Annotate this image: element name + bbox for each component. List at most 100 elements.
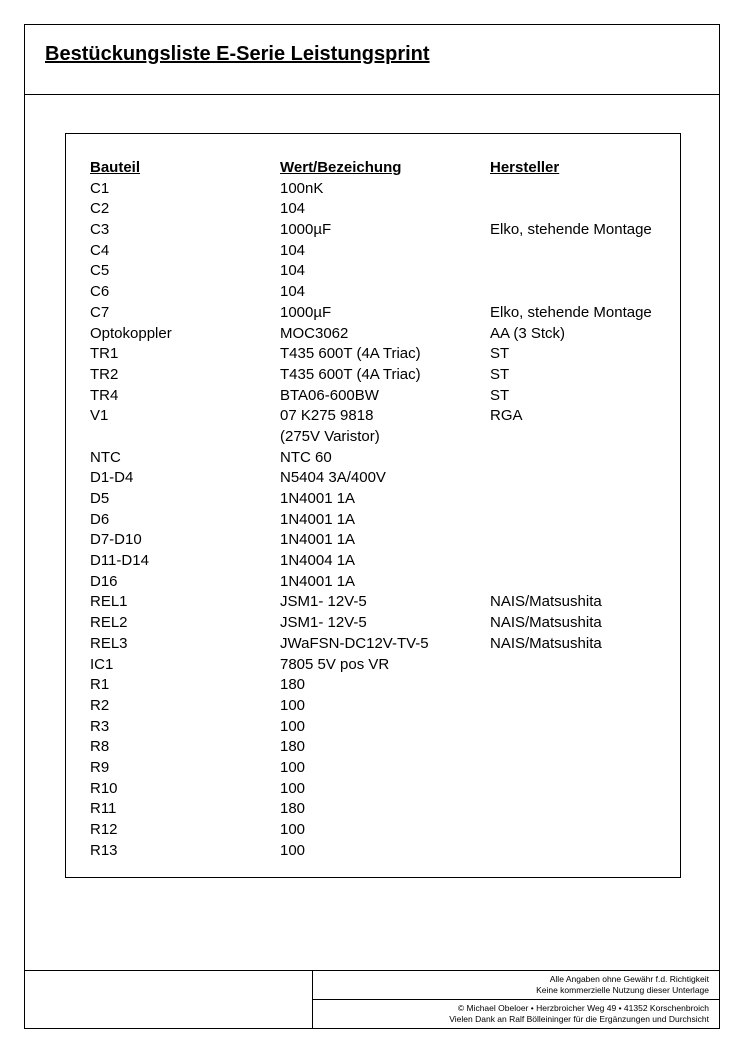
cell-mfr: Elko, stehende Montage xyxy=(490,220,656,241)
table-row: C71000µFElko, stehende Montage xyxy=(90,303,656,324)
cell-value: 1000µF xyxy=(280,220,490,241)
cell-value: N5404 3A/400V xyxy=(280,468,490,489)
cell-mfr: ST xyxy=(490,344,656,365)
cell-part: NTC xyxy=(90,448,280,469)
table-row: D1-D4N5404 3A/400V xyxy=(90,468,656,489)
cell-value: 180 xyxy=(280,799,490,820)
cell-value: JSM1- 12V-5 xyxy=(280,592,490,613)
cell-mfr xyxy=(490,530,656,551)
cell-value: 104 xyxy=(280,241,490,262)
cell-mfr: NAIS/Matsushita xyxy=(490,634,656,655)
cell-mfr xyxy=(490,510,656,531)
cell-part: C1 xyxy=(90,179,280,200)
footer-line: © Michael Obeloer • Herzbroicher Weg 49 … xyxy=(313,1003,709,1014)
cell-part: D5 xyxy=(90,489,280,510)
cell-value: (275V Varistor) xyxy=(280,427,490,448)
footer-line: Keine kommerzielle Nutzung dieser Unterl… xyxy=(313,985,709,996)
cell-mfr xyxy=(490,655,656,676)
cell-mfr xyxy=(490,799,656,820)
table-row: R9100 xyxy=(90,758,656,779)
table-row: C1100nK xyxy=(90,179,656,200)
col-header-value: Wert/Bezeichung xyxy=(280,158,490,179)
cell-part: C4 xyxy=(90,241,280,262)
table-row: D11-D141N4004 1A xyxy=(90,551,656,572)
table-header-row: Bauteil Wert/Bezeichung Hersteller xyxy=(90,158,656,179)
parts-table: Bauteil Wert/Bezeichung Hersteller C1100… xyxy=(90,158,656,861)
inner-frame: Bauteil Wert/Bezeichung Hersteller C1100… xyxy=(65,133,681,878)
table-row: (275V Varistor) xyxy=(90,427,656,448)
cell-part: TR2 xyxy=(90,365,280,386)
table-row: R8180 xyxy=(90,737,656,758)
table-row: D61N4001 1A xyxy=(90,510,656,531)
cell-value: BTA06-600BW xyxy=(280,386,490,407)
cell-mfr xyxy=(490,427,656,448)
cell-value: 1N4004 1A xyxy=(280,551,490,572)
table-row: C4104 xyxy=(90,241,656,262)
cell-part: R9 xyxy=(90,758,280,779)
cell-value: 1N4001 1A xyxy=(280,489,490,510)
footer-line: Vielen Dank an Ralf Bölleininger für die… xyxy=(313,1014,709,1025)
cell-part: D16 xyxy=(90,572,280,593)
cell-mfr: RGA xyxy=(490,406,656,427)
table-row: REL3JWaFSN-DC12V-TV-5NAIS/Matsushita xyxy=(90,634,656,655)
footer-credits: © Michael Obeloer • Herzbroicher Weg 49 … xyxy=(313,1000,719,1029)
cell-part: Optokoppler xyxy=(90,324,280,345)
cell-mfr: NAIS/Matsushita xyxy=(490,613,656,634)
cell-mfr: NAIS/Matsushita xyxy=(490,592,656,613)
footer-right-cell: Alle Angaben ohne Gewähr f.d. Richtigkei… xyxy=(313,971,719,1028)
cell-mfr xyxy=(490,820,656,841)
cell-mfr xyxy=(490,489,656,510)
table-row: V107 K275 9818RGA xyxy=(90,406,656,427)
cell-mfr xyxy=(490,841,656,862)
cell-mfr: ST xyxy=(490,386,656,407)
table-row: REL1JSM1- 12V-5NAIS/Matsushita xyxy=(90,592,656,613)
table-row: IC17805 5V pos VR xyxy=(90,655,656,676)
col-header-part: Bauteil xyxy=(90,158,280,179)
cell-part: TR1 xyxy=(90,344,280,365)
title-band: Bestückungsliste E-Serie Leistungsprint xyxy=(25,25,719,95)
cell-value: 100 xyxy=(280,717,490,738)
table-row: C6104 xyxy=(90,282,656,303)
table-row: OptokopplerMOC3062AA (3 Stck) xyxy=(90,324,656,345)
cell-mfr xyxy=(490,448,656,469)
cell-value: 104 xyxy=(280,261,490,282)
table-row: D51N4001 1A xyxy=(90,489,656,510)
table-row: D7-D101N4001 1A xyxy=(90,530,656,551)
cell-mfr xyxy=(490,261,656,282)
cell-value: 180 xyxy=(280,675,490,696)
cell-value: JWaFSN-DC12V-TV-5 xyxy=(280,634,490,655)
cell-mfr xyxy=(490,468,656,489)
table-row: R13100 xyxy=(90,841,656,862)
cell-part: IC1 xyxy=(90,655,280,676)
cell-value: T435 600T (4A Triac) xyxy=(280,365,490,386)
cell-part: R11 xyxy=(90,799,280,820)
cell-mfr: ST xyxy=(490,365,656,386)
cell-part: R12 xyxy=(90,820,280,841)
cell-value: 1N4001 1A xyxy=(280,572,490,593)
cell-part: C3 xyxy=(90,220,280,241)
cell-mfr xyxy=(490,675,656,696)
cell-value: 104 xyxy=(280,199,490,220)
cell-part: R8 xyxy=(90,737,280,758)
cell-value: 100 xyxy=(280,758,490,779)
cell-value: 104 xyxy=(280,282,490,303)
cell-part: D6 xyxy=(90,510,280,531)
cell-part: REL2 xyxy=(90,613,280,634)
cell-mfr xyxy=(490,758,656,779)
table-row: TR1T435 600T (4A Triac)ST xyxy=(90,344,656,365)
table-row: C31000µFElko, stehende Montage xyxy=(90,220,656,241)
cell-value: 07 K275 9818 xyxy=(280,406,490,427)
page: Bestückungsliste E-Serie Leistungsprint … xyxy=(0,0,744,1053)
cell-value: NTC 60 xyxy=(280,448,490,469)
cell-mfr xyxy=(490,572,656,593)
cell-value: 100 xyxy=(280,779,490,800)
cell-part: C7 xyxy=(90,303,280,324)
table-row: TR4BTA06-600BWST xyxy=(90,386,656,407)
table-row: REL2JSM1- 12V-5NAIS/Matsushita xyxy=(90,613,656,634)
cell-value: 100 xyxy=(280,696,490,717)
table-row: R10100 xyxy=(90,779,656,800)
cell-part: R2 xyxy=(90,696,280,717)
cell-mfr xyxy=(490,551,656,572)
cell-part: D7-D10 xyxy=(90,530,280,551)
cell-mfr xyxy=(490,199,656,220)
